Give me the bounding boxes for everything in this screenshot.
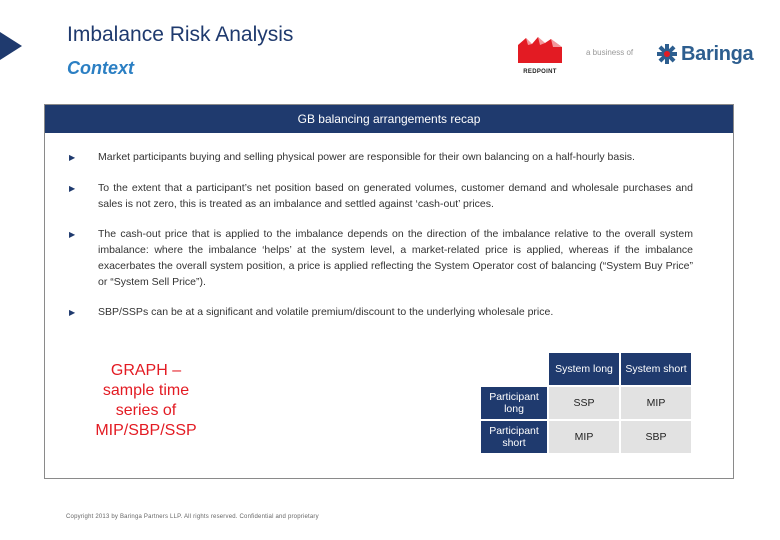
bullet-item: ▶ Market participants buying and selling… — [69, 149, 693, 166]
bullet-text: Market participants buying and selling p… — [98, 151, 635, 163]
graph-placeholder: GRAPH – sample time series of MIP/SBP/SS… — [95, 362, 197, 439]
nav-arrow-icon[interactable] — [0, 32, 22, 60]
redpoint-wordmark: REDPOINT — [523, 69, 557, 75]
table-row: Participant short MIP SBP — [481, 419, 691, 453]
triangle-right-icon: ▶ — [69, 308, 76, 317]
table-header-row: System long System short — [481, 353, 691, 386]
box-header: GB balancing arrangements recap — [45, 105, 733, 133]
redpoint-mountain-icon — [518, 37, 562, 63]
business-of-text: a business of — [586, 48, 634, 57]
bullet-text: To the extent that a participant’s net p… — [98, 182, 693, 210]
baringa-wordmark: Baringa — [681, 42, 754, 65]
col-header-system-short: System short — [619, 353, 691, 386]
table-cell: SBP — [619, 419, 691, 453]
bullet-item: ▶ The cash-out price that is applied to … — [69, 226, 693, 290]
bullet-text: The cash-out price that is applied to th… — [98, 228, 693, 288]
copyright-footer: Copyright 2013 by Baringa Partners LLP. … — [66, 514, 319, 520]
triangle-right-icon: ▶ — [69, 153, 76, 162]
table-corner-cell — [481, 353, 548, 386]
content-box: GB balancing arrangements recap ▶ Market… — [44, 104, 734, 479]
baringa-snowflake-icon — [657, 44, 677, 64]
imbalance-price-table: System long System short Participant lon… — [481, 353, 691, 453]
page-title: Imbalance Risk Analysis — [67, 23, 294, 46]
col-header-system-long: System long — [547, 353, 620, 386]
triangle-right-icon: ▶ — [69, 230, 76, 239]
row-header-participant-short: Participant short — [481, 419, 548, 453]
table-row: Participant long SSP MIP — [481, 385, 691, 420]
page-subtitle: Context — [67, 58, 134, 78]
row-header-participant-long: Participant long — [481, 385, 548, 420]
table-cell: MIP — [547, 419, 620, 453]
baringa-logo: Baringa — [656, 40, 754, 68]
bullet-text: SBP/SSPs can be at a significant and vol… — [98, 306, 554, 318]
bullet-item: ▶ SBP/SSPs can be at a significant and v… — [69, 304, 693, 321]
table-cell: SSP — [547, 385, 620, 420]
table-cell: MIP — [619, 385, 691, 420]
redpoint-logo: REDPOINT — [518, 35, 562, 75]
bullet-list: ▶ Market participants buying and selling… — [69, 149, 693, 335]
triangle-right-icon: ▶ — [69, 184, 76, 193]
bullet-item: ▶ To the extent that a participant’s net… — [69, 180, 693, 212]
